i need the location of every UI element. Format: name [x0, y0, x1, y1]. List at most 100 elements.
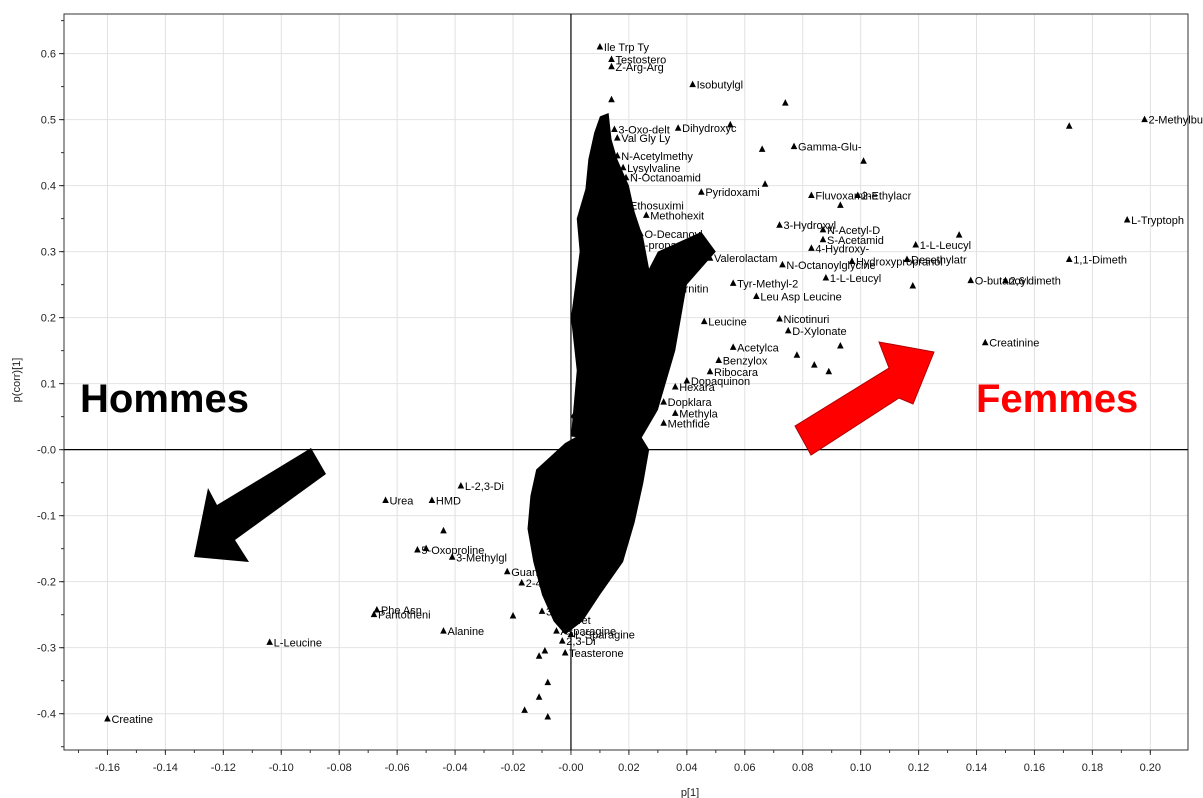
data-point-label: 3-	[546, 606, 556, 618]
data-point-label: Asparagine	[560, 626, 616, 638]
data-point-label: Z-Arg-Arg	[616, 62, 664, 74]
y-tick-label: 0.1	[41, 379, 56, 391]
data-point-label: Urea	[390, 495, 415, 507]
data-point-marker	[1123, 215, 1131, 223]
data-point-label: O-Decanoyl	[644, 229, 702, 241]
x-tick-label: -0.10	[269, 762, 294, 774]
y-tick-label: 0.2	[41, 313, 56, 325]
y-axis-label: p(corr)[1]	[11, 358, 23, 403]
data-point-marker	[553, 627, 560, 634]
data-point-marker	[104, 714, 111, 722]
data-point-label: Creatine	[111, 714, 153, 726]
x-tick-label: -0.06	[385, 762, 410, 774]
x-tick-label: -0.00	[558, 762, 583, 774]
data-point-marker	[608, 55, 615, 63]
data-point-marker	[440, 526, 447, 534]
data-point-marker	[428, 496, 436, 503]
data-point-label: Guan	[511, 567, 538, 579]
data-point-marker	[660, 398, 667, 405]
data-point-marker	[819, 225, 827, 233]
data-point-marker	[726, 120, 734, 128]
data-point-marker	[509, 612, 517, 619]
data-point-label: HMD	[436, 495, 461, 507]
data-point-marker	[729, 343, 737, 350]
dense-point-cluster	[527, 113, 716, 635]
data-point-label: Acetylca	[737, 342, 779, 354]
data-point-marker	[596, 43, 604, 50]
data-point-marker	[810, 361, 818, 368]
x-tick-label: 0.08	[792, 762, 813, 774]
x-axis-label: p[1]	[681, 787, 699, 798]
data-point-marker	[518, 578, 526, 586]
data-point-marker	[1065, 255, 1073, 263]
data-point-label: Tyr-Methyl-2	[737, 278, 798, 290]
data-point-marker	[561, 648, 569, 656]
data-point-label: Methfide	[668, 418, 710, 430]
data-point-marker	[981, 338, 989, 346]
data-point-marker	[808, 244, 815, 251]
data-point-marker	[753, 292, 760, 300]
data-point-marker	[503, 567, 511, 575]
data-point-label: Lysylvaline	[627, 163, 680, 175]
x-tick-label: 0.18	[1082, 762, 1103, 774]
y-tick-label: 0.6	[41, 49, 56, 61]
data-point-label: O-butanoyl	[975, 276, 1029, 288]
x-tick-label: -0.02	[500, 762, 525, 774]
data-point-label: 5-Oxoproline	[421, 545, 484, 557]
data-point-marker	[955, 231, 963, 238]
data-point-label: Ribocara	[714, 367, 759, 379]
data-point-label: Leu Asp Leucine	[760, 292, 841, 304]
data-point-marker	[967, 276, 975, 284]
data-point-marker	[700, 317, 708, 325]
data-point-marker	[521, 706, 528, 713]
data-point-label: Pantotheni	[378, 610, 431, 622]
x-tick-label: 0.04	[676, 762, 697, 774]
data-point-marker	[819, 235, 827, 243]
data-point-marker	[614, 151, 621, 159]
data-point-marker	[642, 211, 650, 218]
data-point-marker	[837, 201, 844, 208]
data-point-label: 2-Methylbu	[1149, 115, 1203, 127]
data-point-marker	[784, 326, 792, 334]
axes: -0.16 -0.14 -0.12 -0.10 -0.08 -0.06 -0.04 -0.02…	[11, 14, 1188, 798]
data-point-label: Creatinine	[989, 338, 1039, 350]
data-point-marker	[776, 314, 783, 322]
x-tick-label: 0.20	[1140, 762, 1161, 774]
data-point-marker	[440, 627, 447, 634]
data-point-marker	[567, 630, 575, 637]
y-tick-label: -0.3	[37, 643, 56, 655]
data-point-marker	[848, 257, 856, 265]
data-point-marker	[671, 382, 679, 390]
data-point-label: D-Xylonate	[792, 326, 846, 338]
data-point-label: 2,6 dimeth	[1009, 276, 1060, 288]
data-point-label: Fluvoxamine	[815, 191, 877, 203]
data-point-label: Valerolactam	[714, 253, 777, 265]
plot-frame	[63, 13, 1189, 751]
data-point-marker	[776, 221, 783, 228]
data-point-marker	[660, 419, 667, 426]
data-point-marker	[729, 279, 737, 286]
data-point-marker	[860, 157, 867, 164]
data-point-marker	[758, 145, 766, 152]
x-tick-label: -0.12	[211, 762, 236, 774]
data-point-label: Alanine	[447, 626, 484, 638]
data-point-marker	[674, 124, 682, 131]
x-tick-label: 0.06	[734, 762, 755, 774]
data-point-marker	[706, 254, 714, 261]
data-point-label: Gamma-Glu-	[798, 142, 862, 154]
data-point-label: 2-Ethylacr	[862, 191, 912, 203]
data-point-label: Dihydroxyc	[682, 123, 737, 135]
data-point-marker	[912, 241, 919, 248]
data-point-label: Dopaquinon	[691, 376, 750, 388]
data-point-label: Leucine	[708, 317, 747, 329]
data-point-label: Isobutylgl	[697, 80, 743, 92]
x-tick-label: 0.02	[618, 762, 639, 774]
data-point-marker	[414, 545, 421, 553]
data-point-label: Carnitin	[671, 284, 709, 296]
data-point-marker	[1141, 115, 1148, 123]
cluster-middle	[570, 231, 716, 457]
data-point-marker	[611, 125, 618, 133]
data-point-marker	[761, 180, 769, 187]
cluster-lower	[527, 416, 650, 635]
